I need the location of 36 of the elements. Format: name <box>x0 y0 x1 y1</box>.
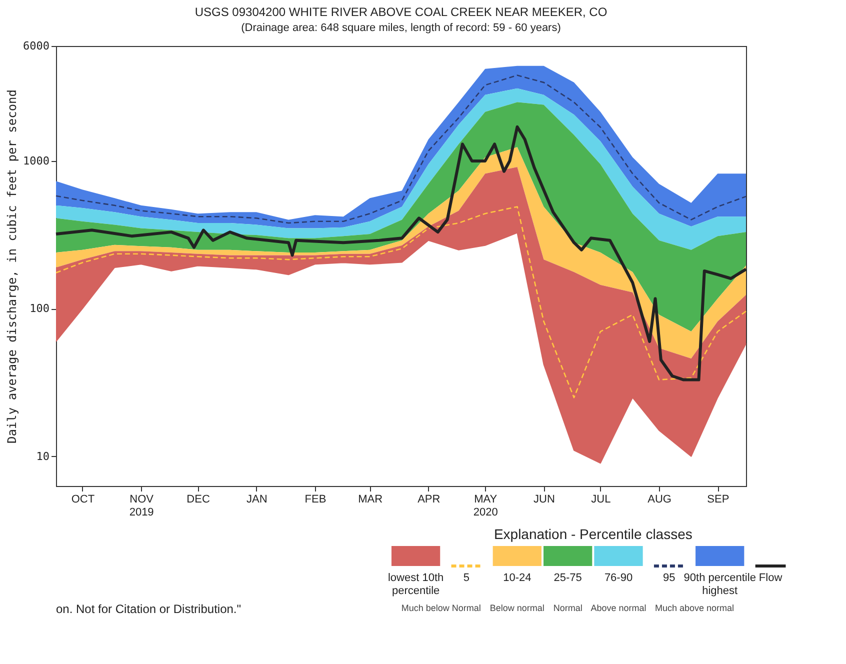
y-tick-label: 10 <box>36 450 50 463</box>
x-tick-label: JUN <box>534 494 555 506</box>
legend-label: 95 <box>663 572 676 584</box>
text: Below normal <box>490 603 544 613</box>
text: Much above normal <box>654 603 734 613</box>
x-tick-label: APR <box>418 494 440 506</box>
x-tick-label: AUG <box>648 494 672 506</box>
y-tick-label: 100 <box>30 302 50 316</box>
x-tick-label: NOV 2019 <box>129 494 154 518</box>
legend-label: 5 <box>463 572 470 584</box>
y-axis-title: Daily average discharge, in cubic feet per second <box>5 89 20 444</box>
text: Normal <box>553 603 582 613</box>
x-tick-label: OCT <box>71 494 95 506</box>
text: Much below Normal <box>401 603 481 613</box>
legend-label: 90th percentile highest <box>684 572 756 597</box>
x-tick-label: JUL <box>591 494 611 506</box>
legend-label: 25-75 <box>554 572 582 584</box>
legend-label: 10-24 <box>503 572 532 584</box>
y-tick-label: 6000 <box>23 40 50 52</box>
x-tick-label: JAN <box>246 494 268 506</box>
chart-title: USGS 09304200 WHITE RIVER ABOVE COAL CREEK NEAR MEEKER, CO <box>194 5 608 19</box>
x-tick-label: FEB <box>304 494 326 506</box>
text: on. Not for Citation or Distribution." <box>56 602 242 616</box>
text: Above normal <box>590 603 646 613</box>
x-tick-label: MAR <box>358 494 383 506</box>
legend-title: Explanation - Percentile classes <box>494 526 692 542</box>
x-tick-label: MAY 2020 <box>473 494 498 518</box>
x-tick-label: SEP <box>707 494 730 506</box>
legend-label: Flow <box>758 572 782 584</box>
line-series <box>55 206 747 398</box>
x-tick-label: DEC <box>186 494 210 506</box>
line-series <box>54 125 748 382</box>
y-tick-label: 1000 <box>23 154 50 168</box>
chart-subtitle: (Drainage area: 648 square miles, length of record: 59 - 60 years) <box>241 22 561 34</box>
legend-label: lowest 10th percentile <box>388 572 444 597</box>
legend-label: 76-90 <box>604 572 633 584</box>
